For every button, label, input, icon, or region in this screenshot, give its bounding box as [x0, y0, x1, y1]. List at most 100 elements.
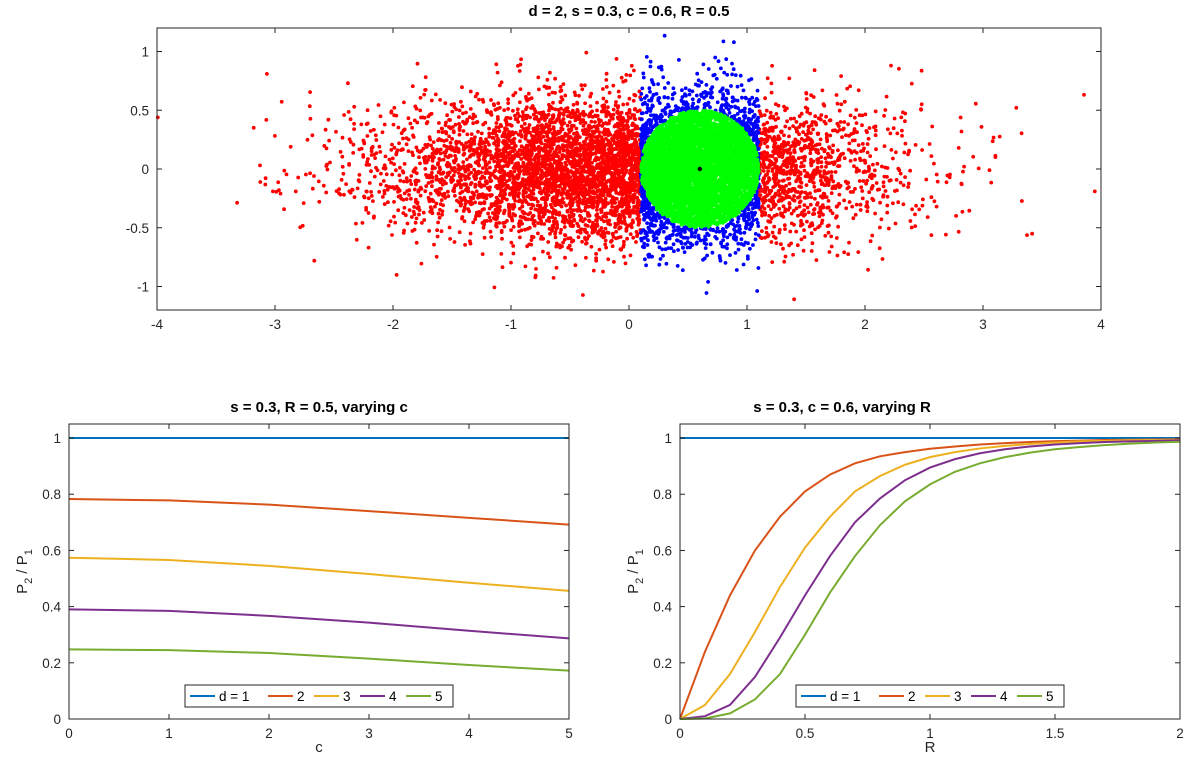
scatter-point-red — [635, 234, 639, 239]
scatter-point-red — [374, 151, 379, 156]
scatter-point-red — [466, 186, 470, 191]
scatter-point-red — [584, 241, 588, 246]
scatter-point-red — [867, 190, 872, 195]
scatter-point-red — [760, 229, 764, 234]
scatter-point-red — [805, 192, 809, 197]
scatter-point-red — [908, 219, 913, 223]
scatter-point-blue — [694, 93, 699, 98]
scatter-point-blue — [644, 55, 649, 59]
scatter-point-red — [531, 235, 536, 240]
scatter-point-red — [630, 152, 635, 156]
scatter-point-red — [483, 120, 488, 125]
scatter-point-red — [396, 186, 400, 191]
scatter-point-red — [312, 174, 316, 178]
scatter-point-red — [565, 150, 570, 155]
scatter-point-red — [529, 96, 534, 100]
scatter-point-red — [346, 81, 350, 86]
scatter-point-red — [433, 92, 438, 97]
scatter-point-red — [601, 121, 606, 126]
scatter-point-red — [632, 181, 637, 185]
scatter-point-red — [368, 129, 373, 133]
scatter-point-red — [792, 297, 796, 302]
scatter-point-red — [991, 135, 996, 140]
scatter-point-red — [825, 133, 829, 138]
scatter-point-red — [436, 192, 441, 197]
scatter-point-red — [545, 77, 550, 82]
scatter-point-red — [631, 142, 635, 147]
scatter-point-red — [615, 181, 619, 185]
scatter-point-red — [481, 183, 486, 188]
scatter-point-red — [617, 94, 622, 99]
scatter-point-red — [409, 182, 414, 187]
scatter-point-red — [989, 180, 994, 185]
scatter-point-red — [496, 125, 501, 130]
scatter-point-red — [517, 191, 521, 196]
scatter-point-red — [282, 168, 287, 173]
scatter-point-red — [767, 213, 771, 218]
scatter-point-red — [438, 147, 443, 152]
scatter-point-red — [555, 131, 560, 136]
scatter-point-red — [568, 203, 573, 208]
scatter-point-red — [865, 178, 870, 183]
scatter-point-red — [583, 227, 587, 232]
scatter-point-red — [515, 150, 520, 155]
scatter-point-red — [538, 140, 543, 145]
scatter-point-red — [763, 96, 767, 101]
scatter-point-red — [626, 149, 630, 154]
scatter-point-red — [777, 230, 782, 235]
scatter-point-red — [620, 221, 625, 225]
scatter-point-red — [762, 113, 767, 117]
scatter-point-red — [625, 236, 629, 241]
scatter-point-red — [418, 193, 423, 198]
scatter-point-red — [584, 50, 589, 55]
scatter-point-red — [857, 179, 862, 183]
scatter-point-red — [421, 210, 426, 215]
scatter-point-red — [440, 212, 444, 217]
scatter-point-red — [384, 184, 389, 188]
scatter-point-red — [792, 148, 797, 152]
scatter-point-red — [411, 133, 415, 138]
scatter-point-red — [566, 236, 571, 241]
scatter-point-red — [584, 136, 589, 141]
scatter-point-red — [527, 143, 532, 148]
scatter-point-red — [589, 91, 594, 96]
scatter-point-red — [851, 216, 856, 221]
scatter-point-red — [491, 211, 495, 215]
scatter-point-red — [796, 174, 801, 179]
scatter-point-red — [831, 143, 836, 148]
scatter-point-red — [788, 161, 792, 166]
scatter-point-red — [796, 156, 801, 161]
scatter-point-red — [613, 175, 618, 180]
scatter-point-red — [860, 142, 865, 146]
scatter-point-red — [500, 154, 505, 159]
scatter-point-red — [520, 110, 525, 114]
scatter-point-red — [535, 208, 540, 212]
scatter-point-red — [553, 230, 558, 234]
scatter-point-red — [503, 187, 508, 192]
scatter-point-red — [599, 172, 603, 177]
scatter-point-blue — [749, 77, 754, 81]
scatter-point-red — [539, 126, 544, 130]
scatter-point-red — [827, 250, 832, 254]
scatter-point-red — [273, 134, 277, 138]
scatter-point-red — [557, 150, 562, 155]
scatter-point-red — [440, 182, 445, 187]
scatter-point-red — [589, 145, 594, 150]
scatter-point-red — [482, 220, 487, 225]
scatter-point-red — [392, 200, 396, 204]
scatter-point-red — [422, 115, 427, 120]
scatter-point-red — [550, 90, 555, 95]
scatter-point-red — [832, 160, 837, 165]
scatter-point-red — [588, 164, 593, 169]
scatter-point-red — [355, 186, 360, 191]
scatter-point-red — [835, 101, 840, 106]
scatter-point-red — [809, 93, 813, 98]
scatter-point-red — [532, 256, 537, 261]
scatter-point-red — [441, 170, 446, 175]
scatter-point-red — [602, 198, 607, 203]
scatter-point-red — [862, 158, 867, 163]
scatter-point-red — [865, 200, 869, 205]
scatter-point-red — [469, 132, 474, 137]
scatter-point-red — [505, 179, 509, 184]
scatter-point-red — [898, 171, 903, 176]
